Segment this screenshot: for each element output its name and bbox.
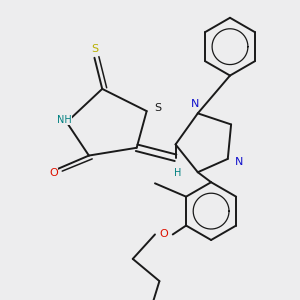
- Text: S: S: [154, 103, 161, 113]
- Text: O: O: [49, 168, 58, 178]
- Text: S: S: [91, 44, 98, 54]
- Text: NH: NH: [57, 115, 72, 125]
- Text: O: O: [160, 230, 168, 239]
- Text: N: N: [191, 99, 200, 110]
- Text: H: H: [174, 168, 182, 178]
- Text: N: N: [235, 157, 243, 167]
